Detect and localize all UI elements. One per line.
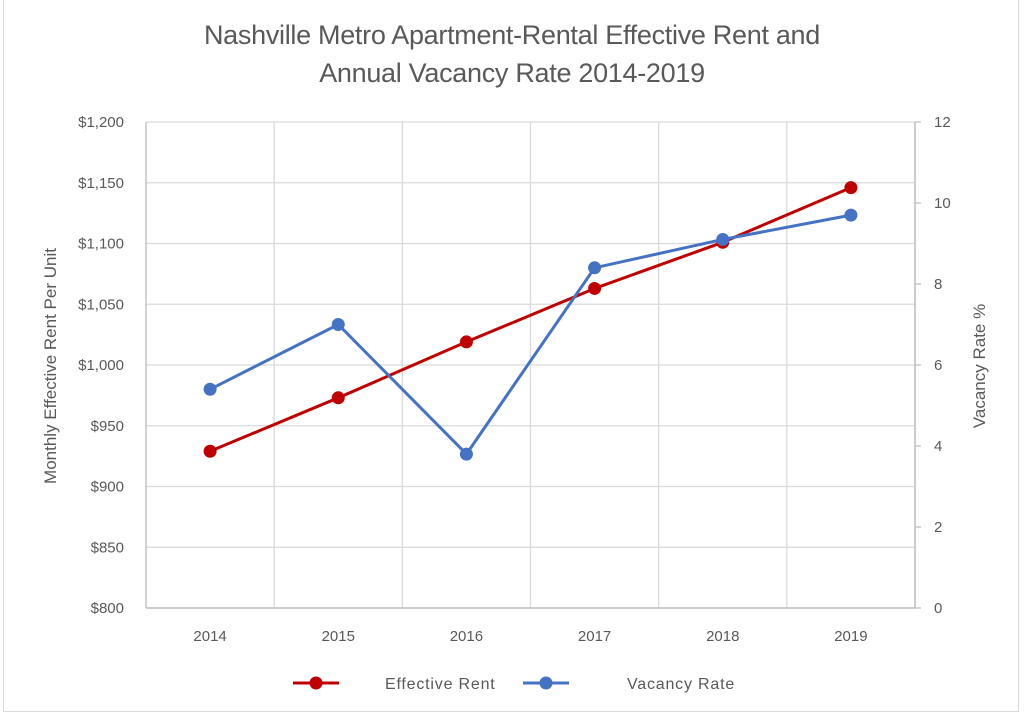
data-point (331, 318, 345, 331)
data-point (331, 391, 345, 405)
x-tick-label: 2017 (578, 628, 611, 645)
data-point (459, 335, 473, 349)
y-right-tick-label: 6 (934, 357, 942, 374)
x-tick-label: 2016 (450, 628, 483, 645)
y-right-tick-label: 12 (934, 114, 951, 131)
data-point (588, 261, 602, 275)
y-left-tick-label: $800 (91, 600, 124, 617)
chart-title: Nashville Metro Apartment-Rental Effecti… (0, 16, 1024, 92)
legend: Effective Rent Vacancy Rate (293, 676, 735, 693)
y-right-tick-label: 4 (934, 438, 942, 455)
chart-title-line-2: Annual Vacancy Rate 2014-2019 (319, 58, 705, 88)
series-line (208, 186, 853, 453)
y-left-tick-label: $1,200 (78, 114, 124, 131)
y-left-tick-label: $900 (91, 479, 124, 496)
y-right-tick-label: 0 (934, 600, 942, 617)
y-right-tick-label: 8 (934, 276, 942, 293)
y-left-tick-label: $1,150 (78, 175, 124, 192)
y-left-tick-label: $1,100 (78, 236, 124, 253)
series-vacancy-rate (203, 208, 858, 461)
series (203, 181, 858, 461)
y-left-tick-label: $1,050 (78, 296, 124, 313)
chart-title-line-1: Nashville Metro Apartment-Rental Effecti… (203, 20, 820, 50)
legend-item: Effective Rent (293, 676, 496, 693)
x-tick-label: 2018 (706, 628, 739, 645)
x-tick-label: 2015 (322, 628, 355, 645)
data-point (203, 382, 217, 396)
data-point (844, 208, 858, 222)
x-tick-label: 2014 (193, 628, 226, 645)
y-left-axis-title: Monthly Effective Rent Per Unit (41, 248, 60, 484)
series-line (208, 213, 853, 456)
data-point (844, 181, 858, 195)
y-left-tick-label: $850 (91, 539, 124, 556)
axes (145, 121, 921, 609)
y-left-tick-label: $1,000 (78, 357, 124, 374)
chart-frame (3, 0, 1019, 712)
data-point (716, 232, 730, 246)
legend-label: Vacancy Rate (627, 676, 735, 693)
data-point (459, 447, 473, 461)
tick-labels: $800 $850 $900 $950 $1,000 $1,050 $1,100 $1,150… (78, 114, 951, 645)
y-left-tick-label: $950 (91, 418, 124, 435)
y-right-tick-label: 10 (934, 195, 951, 212)
legend-label: Effective Rent (385, 676, 496, 693)
data-point (203, 444, 217, 458)
y-right-tick-label: 2 (934, 519, 942, 536)
y-right-axis-title: Vacancy Rate % (970, 304, 989, 428)
legend-point-marker (309, 676, 323, 690)
data-point (588, 281, 602, 295)
legend-item: Vacancy Rate (523, 676, 735, 693)
x-tick-label: 2019 (834, 628, 867, 645)
legend-point-marker (539, 676, 553, 690)
